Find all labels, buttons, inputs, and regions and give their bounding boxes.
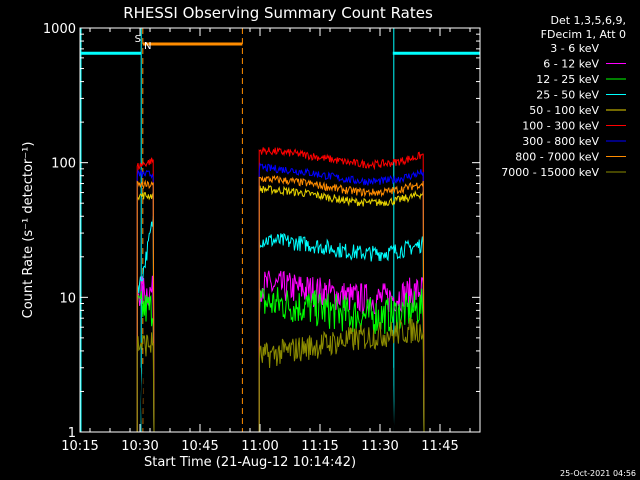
y-tick-label: 1000 <box>43 22 76 37</box>
x-axis-label: Start Time (21-Aug-12 10:14:42) <box>144 455 356 470</box>
series-trace <box>258 367 425 433</box>
x-tick-label: 11:45 <box>421 439 458 454</box>
legend-label: 12 - 25 keV <box>536 73 599 86</box>
series-trace <box>136 367 155 433</box>
legend-header: FDecim 1, Att 0 <box>541 28 626 41</box>
series-trace <box>258 232 425 433</box>
legend-header: Det 1,3,5,6,9, <box>550 14 626 27</box>
plot-frame <box>79 27 481 433</box>
x-tick-label: 11:00 <box>241 439 278 454</box>
series-trace <box>136 191 155 433</box>
series-trace <box>258 146 425 433</box>
y-tick-label: 10 <box>59 291 76 306</box>
series-7000-15000-kev <box>136 316 425 433</box>
series-50-100-kev <box>136 184 425 433</box>
series-trace <box>258 287 425 433</box>
saa-flag-label: N <box>144 41 151 52</box>
series-trace <box>136 291 155 433</box>
legend-label: 300 - 800 keV <box>522 135 599 148</box>
x-tick-label: 11:15 <box>301 439 338 454</box>
footer-timestamp: 25-Oct-2021 04:56 <box>560 469 636 478</box>
x-tick-label: 10:30 <box>121 439 158 454</box>
series-trace <box>258 316 425 433</box>
series-trace <box>258 162 425 433</box>
series-trace <box>136 216 155 433</box>
y-axis-label: Count Rate (s⁻¹ detector⁻¹) <box>21 142 36 319</box>
night-flag-label: S <box>135 34 141 45</box>
x-tick-label: 10:15 <box>61 439 98 454</box>
y-tick-label: 100 <box>51 157 76 172</box>
legend-label: 25 - 50 keV <box>536 89 599 102</box>
chart-title: RHESSI Observing Summary Count Rates <box>123 4 433 22</box>
series-25-50-kev <box>136 216 425 433</box>
series-trace <box>136 157 155 433</box>
series-300-800-kev <box>136 162 425 433</box>
x-tick-label: 11:30 <box>361 439 398 454</box>
series-3-6-kev <box>136 367 425 433</box>
series-12-25-kev <box>136 287 425 433</box>
legend-label: 6 - 12 keV <box>543 58 599 71</box>
legend-label: 7000 - 15000 keV <box>501 166 599 179</box>
y-tick-label: 1 <box>68 426 76 441</box>
series-trace <box>258 174 425 433</box>
legend-label: 100 - 300 keV <box>522 120 599 133</box>
series-trace <box>136 179 155 433</box>
series-trace <box>258 184 425 433</box>
legend-label: 3 - 6 keV <box>550 42 599 55</box>
series-trace <box>136 169 155 433</box>
series-trace <box>136 332 155 433</box>
series-800-7000-kev <box>136 174 425 433</box>
legend-label: 800 - 7000 keV <box>515 151 599 164</box>
legend-label: 50 - 100 keV <box>529 104 599 117</box>
series-100-300-kev <box>136 146 425 433</box>
x-tick-label: 10:45 <box>181 439 218 454</box>
